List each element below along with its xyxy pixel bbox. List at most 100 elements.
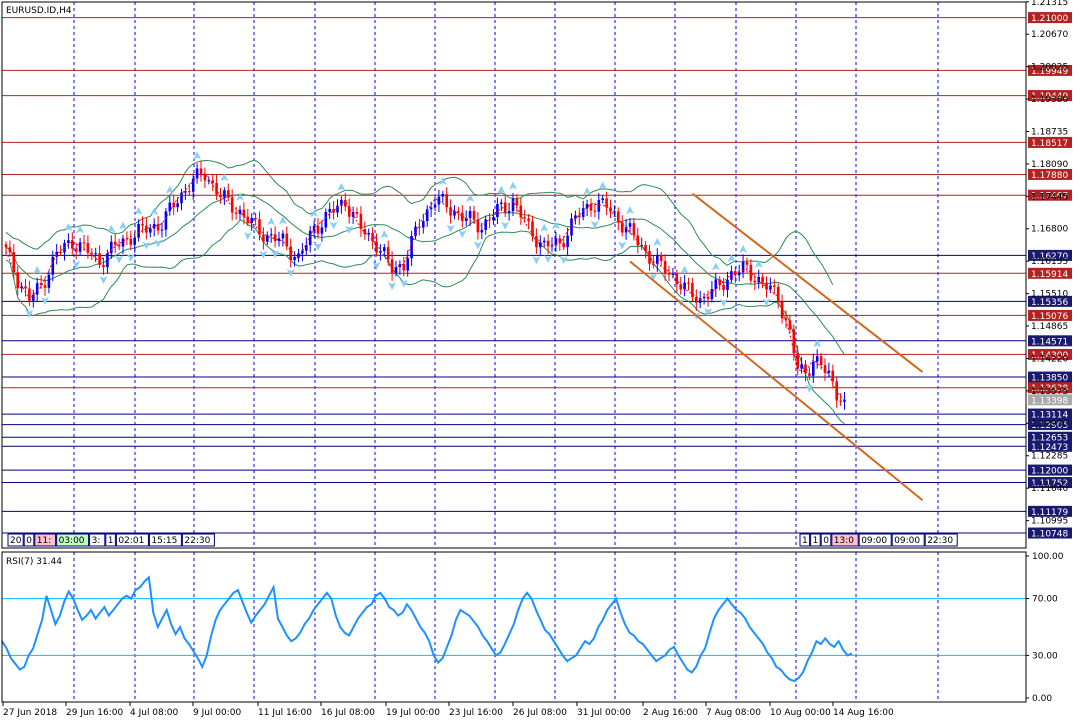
- candle-body-175: [687, 282, 690, 284]
- time-axis-label-3: 9 Jul 00:00: [193, 708, 242, 718]
- price-axis: 1.21000 1.19949 1.19449 1.18517 1.17880 1.174…: [1026, 0, 1072, 704]
- timeframe-strip[interactable]: 20 0 11: 03:00 3: 1 02:01 15:15 22:30 1 1 0 13:0 09:0…: [7, 533, 958, 547]
- strip-cell-left-3[interactable]: [56, 533, 90, 547]
- price-tag-label-4: 1.17880: [1031, 171, 1068, 181]
- candle-body-134: [527, 218, 530, 222]
- fractal-down-166: [649, 272, 658, 281]
- strip-cell-right-3[interactable]: [831, 533, 859, 547]
- candle-body-103: [406, 258, 409, 271]
- zigzag: [5, 172, 845, 401]
- candle-body-32: [129, 238, 133, 245]
- candle-body-100: [394, 267, 398, 274]
- candle-body-164: [644, 245, 647, 252]
- candle-body-86: [340, 199, 343, 206]
- price-axis-label-16: 1.10995: [1031, 517, 1068, 527]
- strip-label-left-7: 15:15: [151, 536, 177, 546]
- price-panel-frame: [1, 1, 1027, 549]
- fractal-up-138: [540, 223, 549, 232]
- strip-cell-left-1[interactable]: [23, 533, 35, 547]
- candle-body-166: [652, 263, 655, 265]
- price-tag-label-18: 1.12473: [1031, 443, 1068, 453]
- candle-body-67: [266, 235, 269, 242]
- fractal-down-62: [243, 231, 252, 240]
- strip-label-left-8: 22:30: [184, 536, 210, 546]
- price-tag-19: [1028, 464, 1072, 476]
- fractal-down-158: [618, 241, 627, 250]
- strip-cell-left-4[interactable]: [89, 533, 106, 547]
- candle-body-35: [141, 224, 144, 226]
- strip-cell-right-6[interactable]: [924, 533, 958, 547]
- strip-cell-left-6[interactable]: [115, 533, 149, 547]
- candle-body-127: [500, 202, 503, 205]
- price-tag-11: [1028, 348, 1072, 360]
- candle-body-36: [145, 225, 148, 233]
- fractal-down-180: [704, 308, 712, 317]
- price-tag-label-2: 1.19449: [1031, 92, 1068, 102]
- strip-cell-left-7[interactable]: [148, 533, 182, 547]
- candle-body-136: [535, 236, 538, 248]
- trend-channel[interactable]: [629, 192, 924, 502]
- fractal-up-38: [150, 207, 159, 216]
- price-axis-label-15: 1.11640: [1031, 484, 1068, 494]
- fractal-up-208: [813, 339, 822, 348]
- strip-cell-right-1[interactable]: [810, 533, 821, 547]
- time-axis-label-12: 10 Aug 00:00: [770, 708, 831, 718]
- candle-body-192: [753, 280, 757, 283]
- candle-body-212: [831, 370, 835, 382]
- candle-body-64: [254, 218, 257, 220]
- strip-label-left-2: 11:: [37, 536, 51, 546]
- strip-cell-left-8[interactable]: [181, 533, 215, 547]
- fractal-up-49: [193, 151, 202, 160]
- candle-body-13: [55, 251, 58, 257]
- fractal-up-19: [76, 225, 85, 234]
- symbol-label: EURUSD.ID,H4: [6, 6, 72, 16]
- candle-body-207: [812, 361, 815, 376]
- price-tag-12: [1028, 371, 1072, 383]
- channel-line-0[interactable]: [691, 192, 924, 373]
- candle-body-128: [503, 202, 507, 213]
- rsi-panel: [1, 575, 1026, 683]
- price-tag-label-19: 1.12000: [1031, 467, 1068, 477]
- bollinger-bands: [5, 159, 845, 425]
- fractal-up-27: [107, 224, 116, 233]
- candle-body-22: [90, 252, 94, 255]
- price-tag-label-21: 1.11179: [1031, 508, 1068, 518]
- fractal-down-143: [559, 256, 568, 265]
- candle-body-202: [792, 329, 796, 354]
- strip-cell-left-5[interactable]: [105, 533, 116, 547]
- price-tag-16: [1028, 419, 1072, 431]
- candle-body-188: [737, 272, 741, 276]
- fractal-down-128: [501, 221, 510, 230]
- time-axis-label-5: 16 Jul 08:00: [321, 708, 375, 718]
- candle-body-97: [383, 247, 386, 252]
- time-axis-label-7: 23 Jul 16:00: [449, 708, 503, 718]
- candle-body-148: [581, 208, 585, 218]
- candle-body-52: [207, 180, 211, 182]
- candle-body-63: [250, 218, 253, 223]
- price-tag-label-17: 1.12653: [1031, 434, 1068, 444]
- time-axis-label-8: 26 Jul 08:00: [513, 708, 567, 718]
- fractal-up-182: [711, 262, 720, 271]
- strip-cell-right-2[interactable]: [820, 533, 832, 547]
- channel-line-1[interactable]: [629, 260, 924, 502]
- price-tag-label-22: 1.10748: [1031, 530, 1068, 540]
- strip-cell-right-5[interactable]: [891, 533, 925, 547]
- candle-body-12: [51, 256, 55, 275]
- candle-body-95: [375, 241, 378, 253]
- price-tag-3: [1028, 136, 1072, 148]
- fractal-down-121: [473, 241, 482, 250]
- candle-body-177: [695, 297, 698, 303]
- strip-cell-right-0[interactable]: [799, 533, 811, 547]
- candle-body-170: [667, 273, 671, 275]
- candle-body-28: [113, 241, 117, 246]
- fractal-up-127: [497, 185, 506, 194]
- candle-body-59: [234, 212, 238, 214]
- price-axis-label-14: 1.12285: [1031, 452, 1068, 462]
- time-axis-label-13: 14 Aug 16:00: [833, 708, 894, 718]
- strip-cell-right-4[interactable]: [858, 533, 892, 547]
- strip-cell-left-0[interactable]: [7, 533, 24, 547]
- strip-cell-left-2[interactable]: [34, 533, 57, 547]
- candle-body-70: [277, 238, 281, 242]
- strip-label-right-4: 09:00: [861, 536, 887, 546]
